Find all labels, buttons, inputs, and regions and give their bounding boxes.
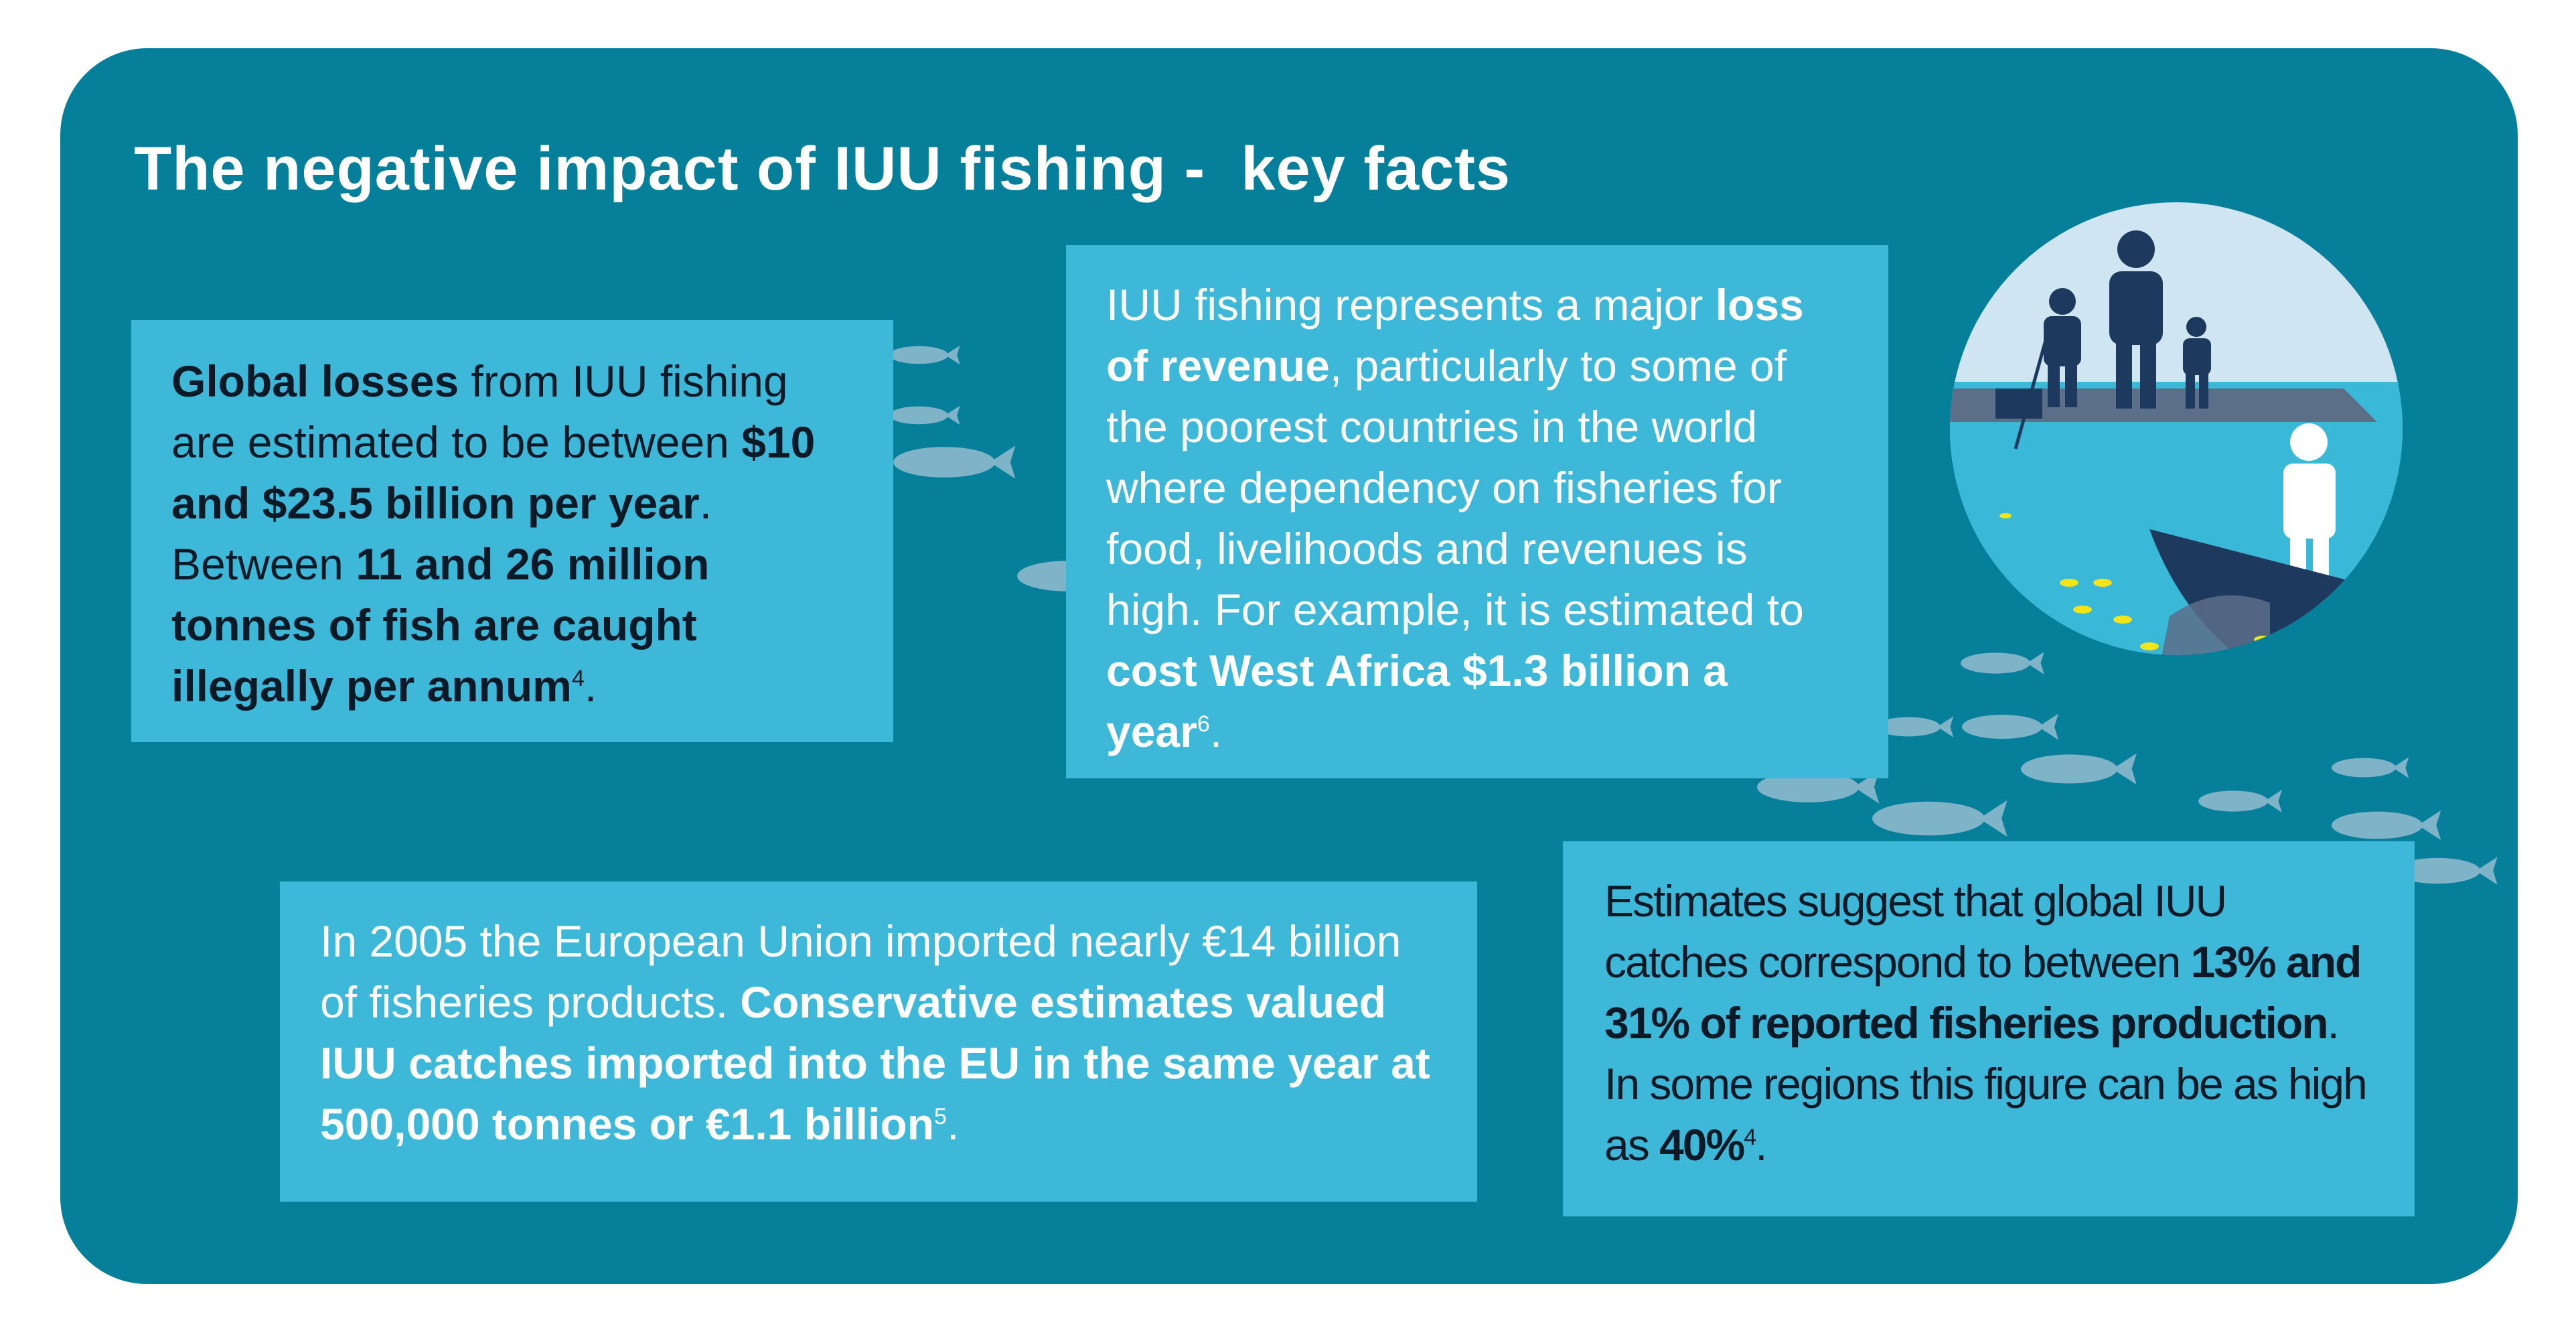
- fish-icon: [2021, 753, 2137, 785]
- fish-icon: [893, 445, 1016, 479]
- fact-text: Estimates suggest that global IUU catche…: [1604, 876, 2227, 987]
- fact-emphasis: 13% and 31% of reported fisheries produc…: [1604, 937, 2362, 1048]
- fish-icon: [2332, 810, 2441, 841]
- fact-text: . Between: [171, 478, 712, 589]
- footnote-ref: 4: [571, 666, 585, 691]
- fact-emphasis: 40%: [1659, 1120, 1745, 1170]
- fish-icon: [889, 345, 960, 365]
- fact-text: .: [946, 1099, 960, 1149]
- fact-emphasis: loss of revenue: [1106, 280, 1804, 391]
- fact-emphasis: cost West Africa $1.3 billion a year: [1106, 646, 1728, 756]
- small-child-figure-icon: [2183, 317, 2211, 409]
- footnote-ref: 4: [1744, 1125, 1756, 1150]
- global-catches-fact: Estimates suggest that global IUU catche…: [1563, 841, 2415, 1216]
- fishing-rod: [2014, 328, 2051, 449]
- fish-icon: [2198, 790, 2282, 813]
- revenue-loss-fact: IUU fishing represents a major loss of r…: [1066, 245, 1888, 778]
- fact-text: .: [1755, 1120, 1767, 1170]
- footnote-ref: 5: [934, 1104, 947, 1129]
- fact-text: , particularly to some of the poorest co…: [1106, 341, 1804, 634]
- fact-text: .: [584, 661, 597, 711]
- fact-emphasis: $10 and $23.5 billion per year: [171, 417, 816, 528]
- global-losses-fact: Global losses from IUU fishing are estim…: [131, 320, 893, 742]
- fact-text: .: [1209, 707, 1223, 756]
- child-figure-icon: [2044, 288, 2081, 407]
- page-title: The negative impact of IUU fishing - key…: [134, 135, 1511, 203]
- fact-text: IUU fishing represents a major: [1106, 280, 1716, 330]
- adult-figure-icon: [2109, 230, 2163, 409]
- fact-text: . In some regions this figure can be as …: [1604, 998, 2368, 1170]
- fact-emphasis: Conservative estimates valued IUU catche…: [320, 977, 1430, 1149]
- small-fish-group: [1999, 513, 2273, 650]
- family-fishing-boat-illustration: [1950, 202, 2403, 655]
- fact-text: In 2005 the European Union imported near…: [320, 916, 1401, 1027]
- fish-icon: [1872, 800, 2007, 837]
- fact-emphasis: 11 and 26 million tonnes of fish are cau…: [171, 539, 710, 711]
- fish-icon: [1962, 713, 2058, 740]
- fact-emphasis: Global losses: [171, 356, 459, 406]
- footnote-ref: 6: [1197, 711, 1210, 737]
- fish-icon: [2332, 757, 2409, 778]
- fishing-net: [2156, 595, 2270, 655]
- eu-imports-fact: In 2005 the European Union imported near…: [280, 881, 1477, 1202]
- fact-text: from IUU fishing are estimated to be bet…: [171, 356, 788, 467]
- bucket: [1995, 389, 2042, 419]
- fish-icon: [889, 405, 960, 425]
